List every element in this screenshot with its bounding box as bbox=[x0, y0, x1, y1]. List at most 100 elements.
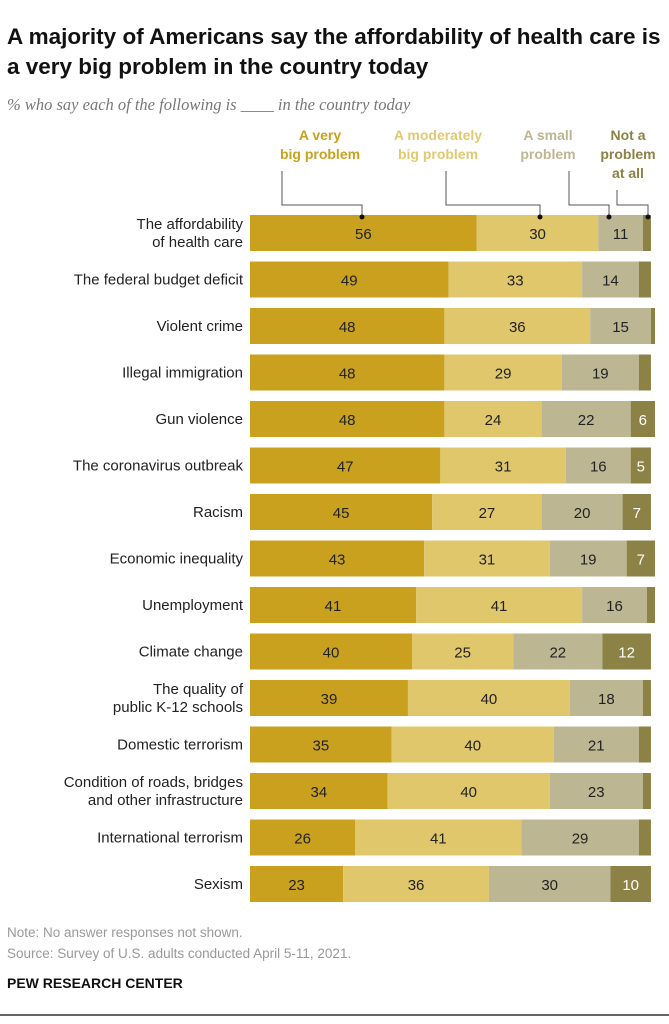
data-label: 29 bbox=[495, 366, 512, 383]
bar-segment bbox=[250, 354, 445, 391]
bar-segment bbox=[541, 494, 623, 530]
bar-segment bbox=[646, 587, 655, 623]
category-label: The affordability of health care bbox=[137, 216, 244, 251]
bar-segment bbox=[407, 680, 570, 716]
data-label: 41 bbox=[430, 831, 447, 848]
category-label: Climate change bbox=[139, 644, 243, 661]
bar-segment bbox=[412, 633, 514, 670]
data-label: 11 bbox=[613, 226, 629, 243]
bar-segment bbox=[343, 866, 489, 902]
bar-segment bbox=[549, 540, 627, 577]
data-label: 49 bbox=[341, 273, 358, 290]
category-label: Unemployment bbox=[142, 597, 244, 614]
legend-leader-dot bbox=[606, 214, 612, 220]
bar-segment bbox=[598, 215, 643, 251]
data-label: 31 bbox=[479, 552, 496, 569]
data-label: 40 bbox=[323, 645, 340, 662]
bar-segment bbox=[250, 215, 477, 251]
category-label: The coronavirus outbreak bbox=[73, 458, 244, 475]
bar-segment bbox=[642, 680, 651, 716]
bar-segment bbox=[650, 308, 655, 344]
legend-leader-line bbox=[568, 171, 610, 217]
bar-segment bbox=[250, 261, 449, 298]
bar-segment bbox=[250, 308, 445, 344]
data-label: 48 bbox=[339, 319, 356, 336]
bar-segment bbox=[250, 447, 441, 484]
data-label: 30 bbox=[541, 877, 558, 894]
bar-segment bbox=[250, 726, 392, 763]
data-label: 7 bbox=[633, 505, 641, 522]
category-label: Domestic terrorism bbox=[117, 737, 243, 754]
category-label: Condition of roads, bridges and other inf… bbox=[64, 774, 243, 809]
category-label: Violent crime bbox=[157, 318, 243, 335]
legend-leader-line bbox=[445, 171, 541, 217]
bar-segment bbox=[630, 401, 655, 437]
data-label: 41 bbox=[325, 598, 342, 615]
bar-segment bbox=[622, 494, 651, 530]
category-label: Economic inequality bbox=[110, 551, 244, 568]
bar-segment bbox=[610, 866, 651, 902]
data-label: 40 bbox=[464, 738, 481, 755]
bar-segment bbox=[250, 633, 412, 670]
bar-segment bbox=[638, 819, 651, 856]
bar-segment bbox=[444, 308, 591, 344]
data-label: 48 bbox=[339, 366, 356, 383]
data-label: 6 bbox=[639, 412, 647, 429]
data-label: 22 bbox=[549, 645, 566, 662]
data-label: 26 bbox=[294, 831, 311, 848]
bar-segment bbox=[250, 587, 417, 623]
data-label: 31 bbox=[495, 459, 512, 476]
bar-segment bbox=[513, 633, 603, 670]
legend-leader-line bbox=[281, 171, 363, 217]
bar-segment bbox=[638, 261, 651, 298]
data-label: 24 bbox=[485, 412, 502, 429]
bar-segment bbox=[416, 587, 583, 623]
data-label: 22 bbox=[578, 412, 595, 429]
data-label: 33 bbox=[507, 273, 524, 290]
data-label: 14 bbox=[602, 273, 619, 290]
data-label: 48 bbox=[339, 412, 356, 429]
bar-segment bbox=[521, 819, 639, 856]
data-label: 40 bbox=[460, 784, 477, 801]
data-label: 29 bbox=[572, 831, 589, 848]
legend-label: Not a problem at all bbox=[600, 127, 655, 181]
data-label: 40 bbox=[481, 691, 498, 708]
data-label: 39 bbox=[321, 691, 338, 708]
data-label: 16 bbox=[590, 459, 607, 476]
data-label: 21 bbox=[588, 738, 605, 755]
category-label: The quality of public K-12 schools bbox=[113, 681, 244, 716]
chart-source: Source: Survey of U.S. adults conducted … bbox=[7, 946, 352, 961]
bar-segment bbox=[476, 215, 599, 251]
bar-segment bbox=[440, 447, 566, 484]
category-label: The federal budget deficit bbox=[74, 272, 244, 289]
bar-segment bbox=[424, 540, 550, 577]
bar-segment bbox=[561, 354, 639, 391]
data-label: 12 bbox=[618, 645, 635, 662]
data-label: 5 bbox=[637, 459, 645, 476]
bar-segment bbox=[250, 540, 425, 577]
data-label: 47 bbox=[337, 459, 354, 476]
data-label: 27 bbox=[479, 505, 496, 522]
data-label: 56 bbox=[355, 226, 372, 243]
bar-segment bbox=[553, 726, 639, 763]
bar-segment bbox=[638, 354, 651, 391]
bar-segment bbox=[642, 773, 651, 809]
bar-segment bbox=[250, 773, 388, 809]
category-label: Racism bbox=[193, 504, 243, 521]
bar-segment bbox=[355, 819, 522, 856]
category-label: Gun violence bbox=[155, 411, 243, 428]
bar-segment bbox=[638, 726, 651, 763]
legend-label: A small problem bbox=[520, 127, 575, 162]
chart-note: Note: No answer responses not shown. bbox=[7, 925, 243, 940]
bar-segment bbox=[387, 773, 550, 809]
legend-leader-line bbox=[616, 190, 649, 217]
legend-leader-dot bbox=[537, 214, 543, 220]
data-label: 15 bbox=[612, 319, 629, 336]
data-label: 36 bbox=[509, 319, 526, 336]
bar-segment bbox=[250, 494, 433, 530]
data-label: 41 bbox=[491, 598, 508, 615]
data-label: 16 bbox=[606, 598, 623, 615]
legend-label: A very big problem bbox=[280, 127, 360, 162]
chart-subtitle: % who say each of the following is ____ … bbox=[7, 95, 411, 114]
